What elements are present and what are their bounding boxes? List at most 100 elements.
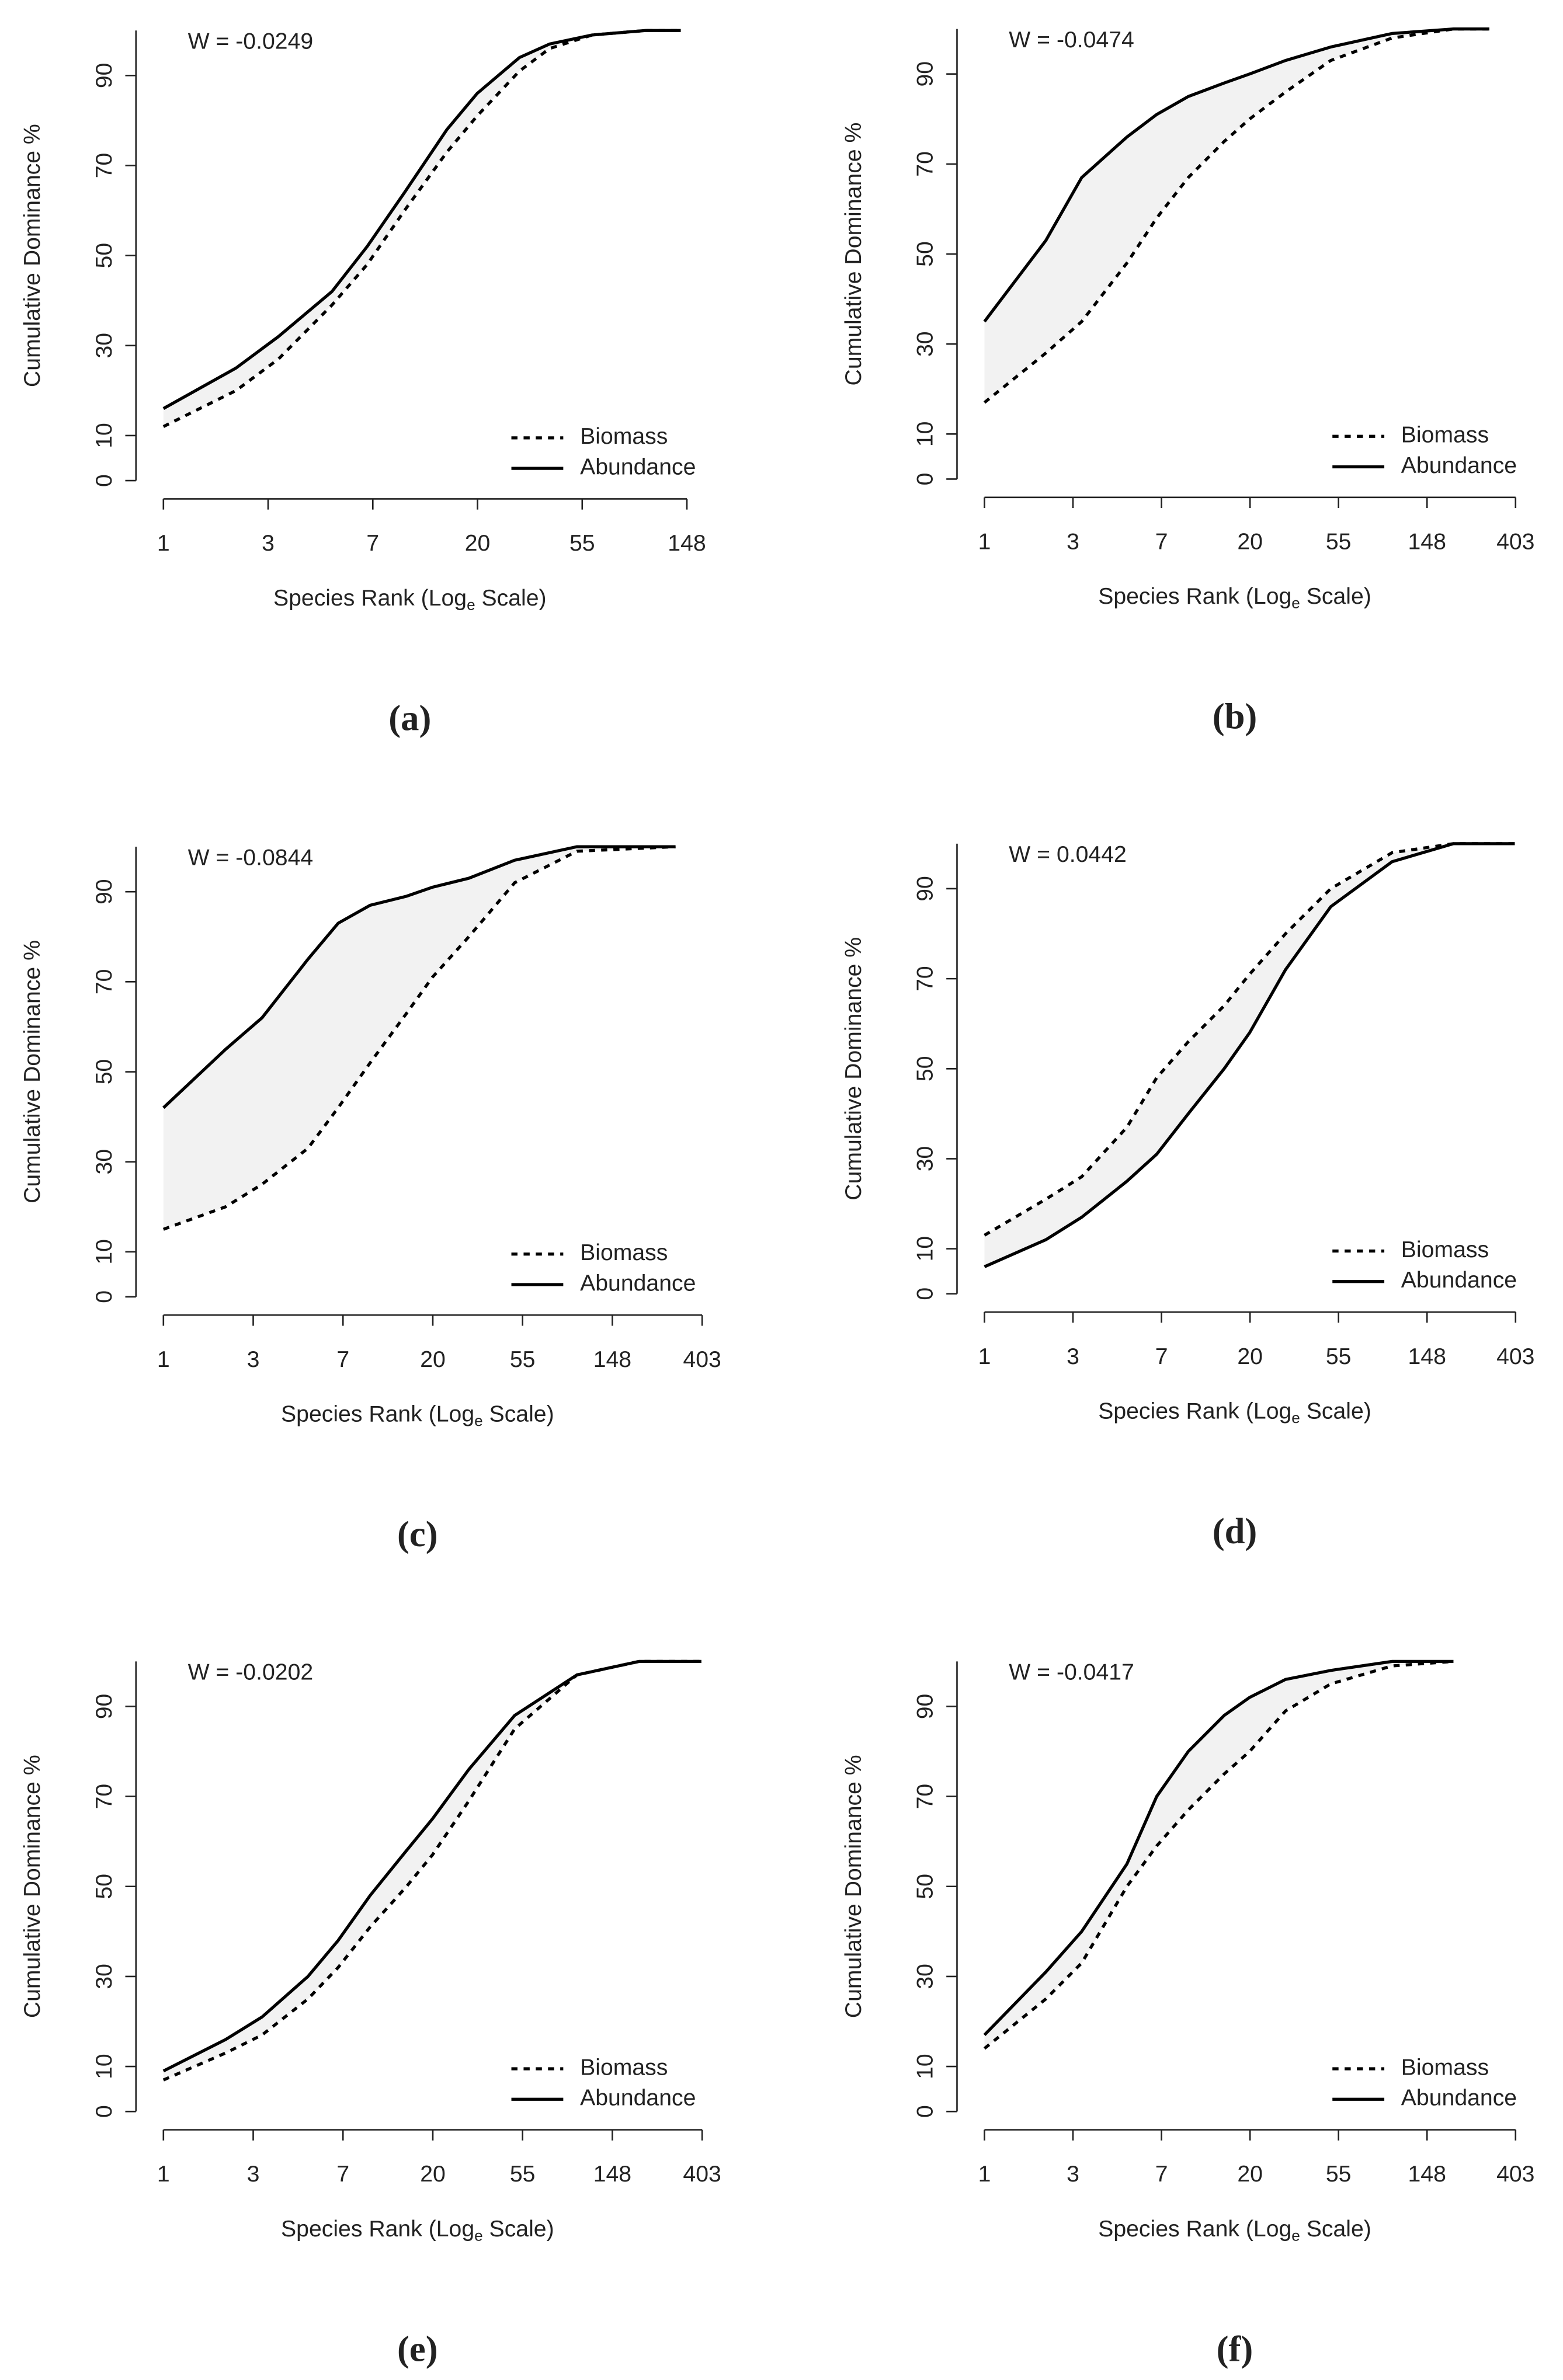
x-axis-label-part: Scale) (475, 586, 547, 611)
y-tick-label: 30 (913, 331, 938, 357)
x-tick-label: 1 (157, 531, 170, 556)
x-tick-label: 148 (668, 531, 706, 556)
x-tick-label: 20 (1237, 530, 1263, 555)
x-axis-label: Species Rank (Loge Scale) (1098, 584, 1371, 612)
y-tick-label: 50 (92, 1059, 117, 1085)
x-axis-label-part: e (1291, 2226, 1300, 2244)
panel: 0 10 30 50 70 90 1 3 7 20 55 148 403 Cumulative Domin… (841, 27, 1535, 737)
series-line (983, 1659, 1454, 2036)
panel: 0 10 30 50 70 90 1 3 7 20 55 148 403 Cumulative Domin… (20, 1660, 721, 2369)
difference-shading (163, 847, 676, 1230)
x-tick-label: 1 (978, 530, 991, 555)
x-axis-label-part: Species Rank (Log (281, 2217, 474, 2242)
y-tick-label: 10 (92, 2054, 117, 2079)
series-line (162, 1659, 701, 2073)
y-tick-label: 90 (92, 63, 117, 89)
x-tick-label: 148 (593, 1347, 631, 1372)
y-tick-label: 10 (92, 423, 117, 448)
x-axis-label-part: Species Rank (Log (1098, 584, 1291, 610)
x-axis-label-part: Scale) (1300, 584, 1371, 610)
difference-shading (163, 30, 681, 427)
x-axis-label: Species Rank (Loge Scale) (273, 586, 547, 613)
x-tick-label: 7 (366, 531, 379, 556)
legend-label: Abundance (580, 454, 696, 479)
y-tick-label: 30 (913, 1146, 938, 1172)
x-axis-label-part: Scale) (483, 2217, 554, 2242)
series-line (162, 29, 681, 410)
x-tick-label: 20 (420, 2162, 446, 2187)
x-axis-label-part: e (474, 2226, 483, 2244)
x-axis-label-part: e (467, 596, 475, 613)
panel-label: (d) (1213, 1511, 1258, 1551)
x-tick-label: 7 (1155, 1344, 1168, 1369)
x-tick-label: 403 (1496, 530, 1534, 555)
y-tick-label: 70 (92, 153, 117, 179)
legend-label: Biomass (1401, 2055, 1489, 2080)
series-line (162, 845, 676, 1109)
difference-shading (984, 29, 1489, 403)
legend-label: Biomass (1401, 1237, 1489, 1262)
y-tick-label: 0 (913, 1288, 938, 1300)
y-tick-label: 0 (92, 2105, 117, 2118)
annotation: W = -0.0844 (188, 845, 314, 870)
y-tick-label: 90 (913, 876, 938, 902)
x-tick-label: 1 (157, 1347, 170, 1372)
x-tick-label: 20 (1237, 2162, 1263, 2187)
x-tick-label: 403 (683, 1347, 721, 1372)
x-tick-label: 3 (247, 2162, 260, 2187)
x-axis-label-part: e (1291, 1409, 1300, 1426)
x-axis-label: Species Rank (Loge Scale) (1098, 2217, 1371, 2244)
y-axis-label: Cumulative Dominance % (20, 124, 45, 387)
y-tick-label: 30 (92, 1149, 117, 1175)
x-axis-label: Species Rank (Loge Scale) (281, 1402, 554, 1429)
panel: 0 10 30 50 70 90 1 3 7 20 55 148 Cumulative Dominanc… (20, 29, 706, 739)
y-tick-label: 0 (92, 474, 117, 487)
legend-label: Abundance (1401, 2086, 1517, 2111)
y-tick-label: 10 (913, 1236, 938, 1262)
x-axis-label-part: Scale) (1300, 1399, 1371, 1424)
x-axis-label-part: e (474, 1412, 483, 1429)
x-tick-label: 148 (1408, 530, 1446, 555)
y-tick-label: 70 (92, 969, 117, 995)
x-tick-label: 20 (465, 531, 491, 556)
x-axis-label-part: Species Rank (Log (1098, 2217, 1291, 2242)
y-tick-label: 70 (913, 1784, 938, 1810)
y-tick-label: 30 (92, 1964, 117, 1989)
panel-label: (a) (388, 697, 431, 738)
y-tick-label: 70 (92, 1784, 117, 1810)
annotation: W = 0.0442 (1009, 842, 1127, 867)
x-axis-label-part: Species Rank (Log (1098, 1399, 1291, 1424)
x-tick-label: 148 (593, 2162, 631, 2187)
x-tick-label: 1 (157, 2162, 170, 2187)
x-tick-label: 7 (1155, 530, 1168, 555)
x-tick-label: 3 (1067, 1344, 1079, 1369)
panel-label: (c) (397, 1513, 438, 1554)
y-tick-label: 90 (92, 879, 117, 904)
x-tick-label: 7 (336, 1347, 349, 1372)
series-line (983, 27, 1489, 323)
panel: 0 10 30 50 70 90 1 3 7 20 55 148 403 Cumulative Domin… (20, 845, 721, 1554)
x-tick-label: 403 (1496, 1344, 1534, 1369)
annotation: W = -0.0202 (188, 1660, 314, 1685)
panel-label: (f) (1217, 2328, 1253, 2369)
x-tick-label: 55 (510, 2162, 536, 2187)
series-line (162, 1659, 701, 2082)
legend-label: Biomass (580, 1240, 668, 1265)
y-tick-label: 90 (913, 1694, 938, 1720)
difference-shading (984, 843, 1515, 1267)
legend-label: Abundance (580, 2086, 696, 2111)
y-tick-label: 90 (92, 1694, 117, 1720)
x-tick-label: 3 (1067, 2162, 1079, 2187)
y-tick-label: 30 (913, 1964, 938, 1989)
x-axis-label-part: e (1291, 594, 1300, 612)
legend-label: Biomass (580, 424, 668, 449)
legend-label: Biomass (1401, 423, 1489, 448)
x-axis-label-part: Scale) (1300, 2217, 1371, 2242)
x-tick-label: 55 (1326, 1344, 1352, 1369)
panel-label: (e) (397, 2328, 438, 2369)
legend-label: Biomass (580, 2055, 668, 2080)
x-tick-label: 148 (1408, 1344, 1446, 1369)
annotation: W = -0.0474 (1009, 27, 1134, 53)
x-tick-label: 20 (1237, 1344, 1263, 1369)
